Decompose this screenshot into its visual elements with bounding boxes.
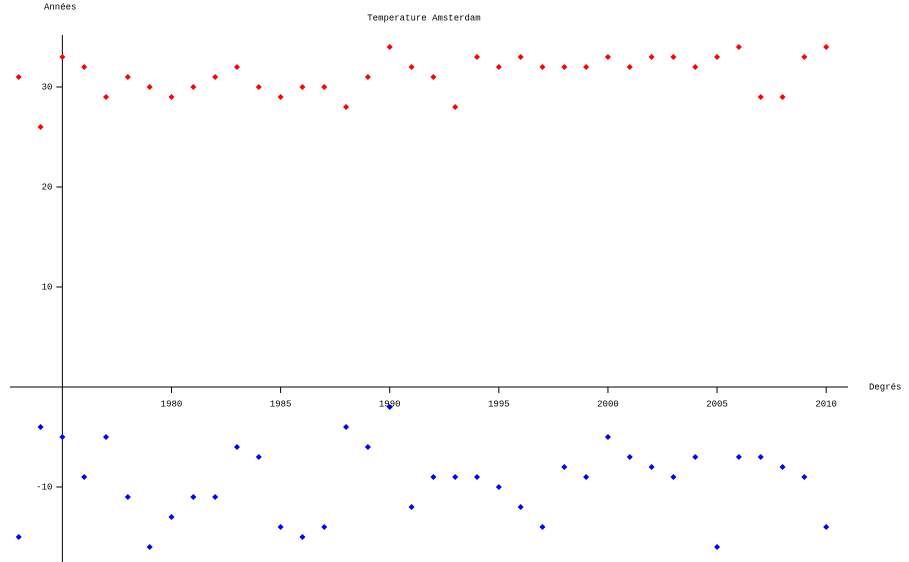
data-point bbox=[364, 444, 371, 450]
data-point bbox=[735, 44, 742, 50]
data-point bbox=[452, 104, 459, 110]
data-point bbox=[146, 544, 153, 550]
data-point bbox=[779, 94, 786, 100]
data-point bbox=[604, 54, 611, 60]
x-tick-label: 2005 bbox=[706, 399, 728, 409]
data-point bbox=[321, 84, 328, 90]
data-point bbox=[735, 454, 742, 460]
data-point bbox=[430, 474, 437, 480]
data-point bbox=[474, 54, 481, 60]
data-point bbox=[168, 514, 175, 520]
data-point bbox=[801, 54, 808, 60]
data-point bbox=[124, 74, 131, 80]
x-tick-label: 2000 bbox=[597, 399, 619, 409]
data-point bbox=[757, 454, 764, 460]
data-point bbox=[15, 534, 22, 540]
data-point bbox=[124, 494, 131, 500]
data-point bbox=[430, 74, 437, 80]
data-point bbox=[146, 84, 153, 90]
data-point bbox=[277, 94, 284, 100]
data-point bbox=[539, 524, 546, 530]
data-point bbox=[408, 64, 415, 70]
data-point bbox=[495, 484, 502, 490]
data-point bbox=[233, 64, 240, 70]
data-point bbox=[561, 464, 568, 470]
data-point bbox=[626, 64, 633, 70]
data-point bbox=[517, 504, 524, 510]
data-point bbox=[604, 434, 611, 440]
data-point bbox=[561, 64, 568, 70]
data-point bbox=[15, 74, 22, 80]
data-point bbox=[648, 54, 655, 60]
data-point bbox=[517, 54, 524, 60]
data-point bbox=[801, 474, 808, 480]
y-tick-label: 20 bbox=[42, 182, 53, 192]
data-point bbox=[408, 504, 415, 510]
x-tick-label: 1980 bbox=[161, 399, 183, 409]
chart-title: Temperature Amsterdam bbox=[367, 13, 480, 23]
data-point bbox=[692, 64, 699, 70]
data-point bbox=[255, 84, 262, 90]
data-point bbox=[670, 54, 677, 60]
x-tick-label: 2010 bbox=[815, 399, 837, 409]
data-point bbox=[386, 404, 393, 410]
data-point bbox=[321, 524, 328, 530]
data-point bbox=[37, 424, 44, 430]
x-tick-label: 1985 bbox=[270, 399, 292, 409]
data-point bbox=[495, 64, 502, 70]
y-tick-label: -10 bbox=[36, 482, 52, 492]
data-point bbox=[59, 54, 66, 60]
data-point bbox=[452, 474, 459, 480]
data-point bbox=[386, 44, 393, 50]
y-tick-label: 10 bbox=[42, 282, 53, 292]
data-point bbox=[59, 434, 66, 440]
data-point bbox=[583, 64, 590, 70]
data-point bbox=[474, 474, 481, 480]
data-point bbox=[81, 474, 88, 480]
data-point bbox=[299, 84, 306, 90]
data-point bbox=[233, 444, 240, 450]
data-point bbox=[757, 94, 764, 100]
data-point bbox=[190, 84, 197, 90]
data-point bbox=[823, 44, 830, 50]
data-point bbox=[692, 454, 699, 460]
data-point bbox=[212, 74, 219, 80]
data-point bbox=[81, 64, 88, 70]
data-point bbox=[255, 454, 262, 460]
data-point bbox=[37, 124, 44, 130]
data-point bbox=[364, 74, 371, 80]
y-tick-label: 30 bbox=[42, 82, 53, 92]
data-point bbox=[168, 94, 175, 100]
data-point bbox=[277, 524, 284, 530]
data-point bbox=[823, 524, 830, 530]
x-tick-label: 1995 bbox=[488, 399, 510, 409]
data-point bbox=[539, 64, 546, 70]
data-point bbox=[299, 534, 306, 540]
data-point bbox=[343, 424, 350, 430]
data-point bbox=[626, 454, 633, 460]
data-point bbox=[714, 54, 721, 60]
y-axis-label: Années bbox=[44, 2, 76, 12]
data-point bbox=[583, 474, 590, 480]
data-point bbox=[714, 544, 721, 550]
data-point bbox=[103, 434, 110, 440]
x-axis-label: Degrés bbox=[869, 382, 901, 392]
data-point bbox=[648, 464, 655, 470]
data-point bbox=[103, 94, 110, 100]
data-point bbox=[779, 464, 786, 470]
data-point bbox=[343, 104, 350, 110]
data-point bbox=[190, 494, 197, 500]
data-point bbox=[212, 494, 219, 500]
data-point bbox=[670, 474, 677, 480]
